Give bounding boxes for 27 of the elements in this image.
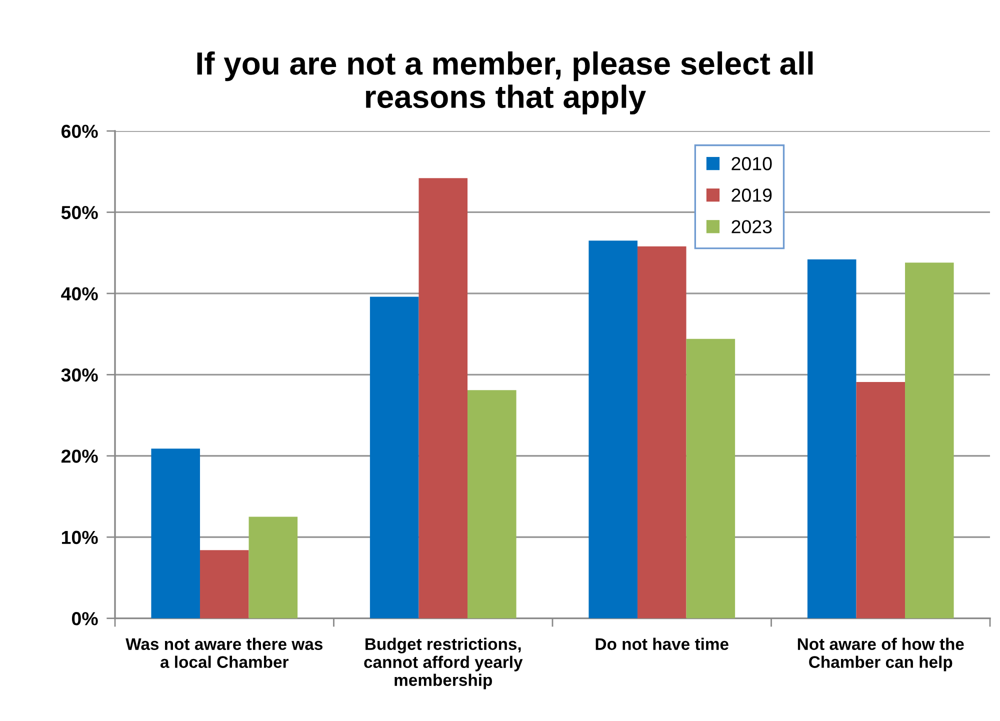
x-tick-label: Was not aware there was a local Chamber bbox=[126, 638, 322, 668]
legend-label: 2010 bbox=[732, 157, 772, 170]
legend-label: 2023 bbox=[732, 220, 772, 234]
bar bbox=[418, 178, 468, 618]
bar bbox=[200, 550, 249, 618]
bar bbox=[468, 390, 516, 618]
x-tick-label: Do not have time bbox=[596, 638, 728, 650]
y-tick-label: 0% bbox=[72, 612, 98, 626]
bar bbox=[905, 262, 954, 618]
y-tick-label: 20% bbox=[61, 450, 98, 463]
y-tick-label: 10% bbox=[62, 530, 98, 544]
bar bbox=[151, 448, 200, 618]
bar bbox=[856, 382, 906, 618]
bar bbox=[637, 246, 686, 618]
x-tick-label: Budget restrictions, cannot afford yearly membership bbox=[364, 638, 523, 690]
x-tick-label: Not aware of how the Chamber can help bbox=[798, 638, 964, 672]
bar bbox=[248, 516, 298, 618]
bar bbox=[807, 259, 856, 618]
bar bbox=[370, 296, 419, 618]
y-tick-label: 40% bbox=[61, 287, 98, 300]
y-tick-label: 30% bbox=[61, 368, 98, 382]
y-tick-label: 50% bbox=[61, 206, 98, 220]
bar bbox=[588, 240, 638, 618]
legend-label: 2019 bbox=[732, 188, 772, 202]
bar bbox=[686, 338, 736, 618]
y-tick-label: 60% bbox=[61, 124, 98, 138]
chart-title: If you are not a member, please select all reasons that apply bbox=[197, 51, 813, 114]
